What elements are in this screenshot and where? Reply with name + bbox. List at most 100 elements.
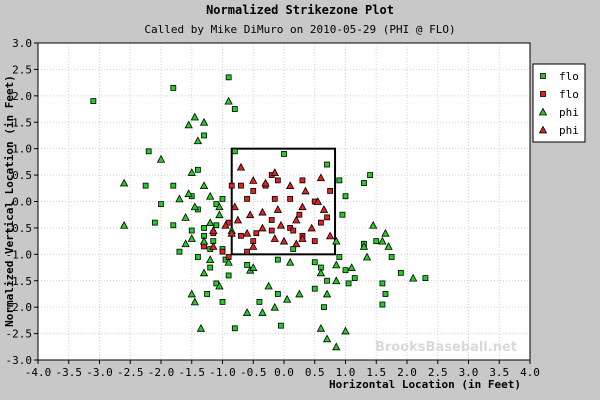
x-tick-labels: -4.0 -3.5 -3.0 -2.5 -2.0 -1.5 -1.0 -0.5 0.0 0.5 1.… <box>25 360 540 379</box>
point-flo-green-square <box>345 280 352 287</box>
point-phi-green-triangle <box>347 263 356 271</box>
point-phi-red-triangle <box>276 220 286 229</box>
point-flo-green-square <box>274 291 281 297</box>
point-phi-green-triangle <box>119 220 129 229</box>
point-flo-green-square <box>336 254 343 260</box>
point-flo-red-square <box>311 238 318 245</box>
point-phi-red-triangle <box>292 215 301 224</box>
point-phi-green-triangle <box>224 257 233 266</box>
point-phi-red-triangle <box>221 220 230 229</box>
point-flo-green-square <box>311 285 318 292</box>
point-phi-green-triangle <box>184 189 193 197</box>
point-flo-green-square <box>219 298 226 305</box>
point-phi-red-triangle <box>249 242 258 250</box>
point-flo-red-square <box>271 195 278 202</box>
point-phi-red-triangle <box>325 231 335 240</box>
point-flo-green-square <box>225 74 232 81</box>
point-flo-green-square <box>342 193 349 200</box>
point-flo-green-square <box>170 85 177 91</box>
point-phi-green-triangle <box>341 326 350 335</box>
point-flo-green-square <box>145 148 152 155</box>
y-tick-label: -3.0 <box>6 354 33 367</box>
point-phi-green-triangle <box>332 276 341 285</box>
point-phi-green-triangle <box>242 308 252 316</box>
x-tick-label: 2.0 <box>397 366 417 379</box>
point-flo-green-square <box>231 106 238 112</box>
point-phi-green-triangle <box>295 289 304 298</box>
point-flo-green-square <box>225 272 232 279</box>
point-phi-red-triangle <box>242 228 252 237</box>
point-phi-red-triangle <box>258 207 267 216</box>
point-flo-green-square <box>336 177 343 184</box>
point-phi-green-triangle <box>332 260 341 269</box>
y-tick-label: 0.5 <box>12 169 32 182</box>
legend-label-phi-red: phi <box>559 124 579 137</box>
point-flo-green-square <box>231 148 238 155</box>
point-flo-green-square <box>204 291 211 297</box>
point-phi-red-triangle <box>209 226 218 234</box>
point-phi-green-triangle <box>258 308 267 316</box>
y-tick-label: -2.0 <box>6 301 33 314</box>
point-flo-green-square <box>321 304 327 311</box>
x-tick-label: 1.0 <box>336 366 356 379</box>
y-tick-label: 3.0 <box>12 37 32 50</box>
point-phi-red-triangle <box>285 181 295 190</box>
x-tick-label: 3.5 <box>489 366 509 379</box>
point-phi-green-triangle <box>322 289 332 298</box>
point-phi-green-triangle <box>249 263 258 271</box>
legend: flo flo phi phi <box>532 63 586 143</box>
point-phi-green-triangle <box>215 210 224 219</box>
point-phi-red-triangle <box>227 228 236 237</box>
legend-marker-flo-red <box>540 91 546 97</box>
point-phi-red-triangle <box>209 242 218 250</box>
point-phi-green-triangle <box>381 228 390 237</box>
point-phi-green-triangle <box>187 289 196 298</box>
point-phi-green-triangle <box>181 213 190 221</box>
point-flo-green-square <box>256 298 263 305</box>
point-flo-green-square <box>207 264 214 271</box>
point-flo-red-square <box>228 182 235 189</box>
point-phi-green-triangle <box>156 154 166 163</box>
point-flo-green-square <box>397 269 404 276</box>
x-tick-label: -0.5 <box>240 366 267 379</box>
point-phi-green-triangle <box>199 236 209 245</box>
point-flo-green-square <box>90 98 97 105</box>
point-flo-green-square <box>142 182 149 189</box>
point-phi-green-triangle <box>190 297 199 306</box>
legend-marker-phi-green <box>538 107 548 116</box>
point-flo-green-square <box>281 151 287 157</box>
point-phi-green-triangle <box>408 273 418 282</box>
strike-zone-box <box>230 147 337 256</box>
point-phi-red-triangle <box>230 202 239 211</box>
y-tick-label: -0.5 <box>6 222 33 235</box>
point-flo-red-square <box>296 211 303 218</box>
point-flo-red-square <box>324 214 330 221</box>
point-flo-green-square <box>158 201 164 208</box>
y-tick-labels: 3.0 2.5 2.0 1.5 1.0 0.5 0.0 -0.5 -1.0 -1.5 -2.0 -2.… <box>6 37 38 367</box>
x-tick-label: 4.0 <box>520 366 540 379</box>
x-tick-label: -3.5 <box>56 366 83 379</box>
point-phi-green-triangle <box>224 96 233 105</box>
x-axis-label: Horizontal Location (in Feet) <box>329 378 521 391</box>
point-flo-red-square <box>219 248 226 255</box>
x-tick-label: -2.5 <box>117 366 144 379</box>
point-phi-green-triangle <box>119 178 129 187</box>
point-phi-green-triangle <box>384 242 393 250</box>
y-tick-label: 1.5 <box>12 116 32 129</box>
x-tick-label: -1.0 <box>209 366 236 379</box>
point-phi-red-triangle <box>319 205 329 213</box>
point-phi-green-triangle <box>187 168 196 176</box>
point-flo-red-square <box>299 177 306 184</box>
point-flo-green-square <box>361 180 367 186</box>
point-flo-red-square <box>274 177 281 184</box>
point-phi-red-triangle <box>249 176 258 184</box>
point-flo-red-square <box>253 230 260 237</box>
point-flo-green-square <box>367 172 374 178</box>
chart-title: Normalized Strikezone Plot <box>206 3 394 17</box>
point-phi-green-triangle <box>282 294 292 303</box>
point-phi-green-triangle <box>285 257 295 266</box>
point-phi-red-triangle <box>233 215 243 224</box>
point-phi-red-triangle <box>279 236 289 245</box>
point-flo-green-square <box>311 259 318 266</box>
point-phi-green-triangle <box>199 117 209 126</box>
